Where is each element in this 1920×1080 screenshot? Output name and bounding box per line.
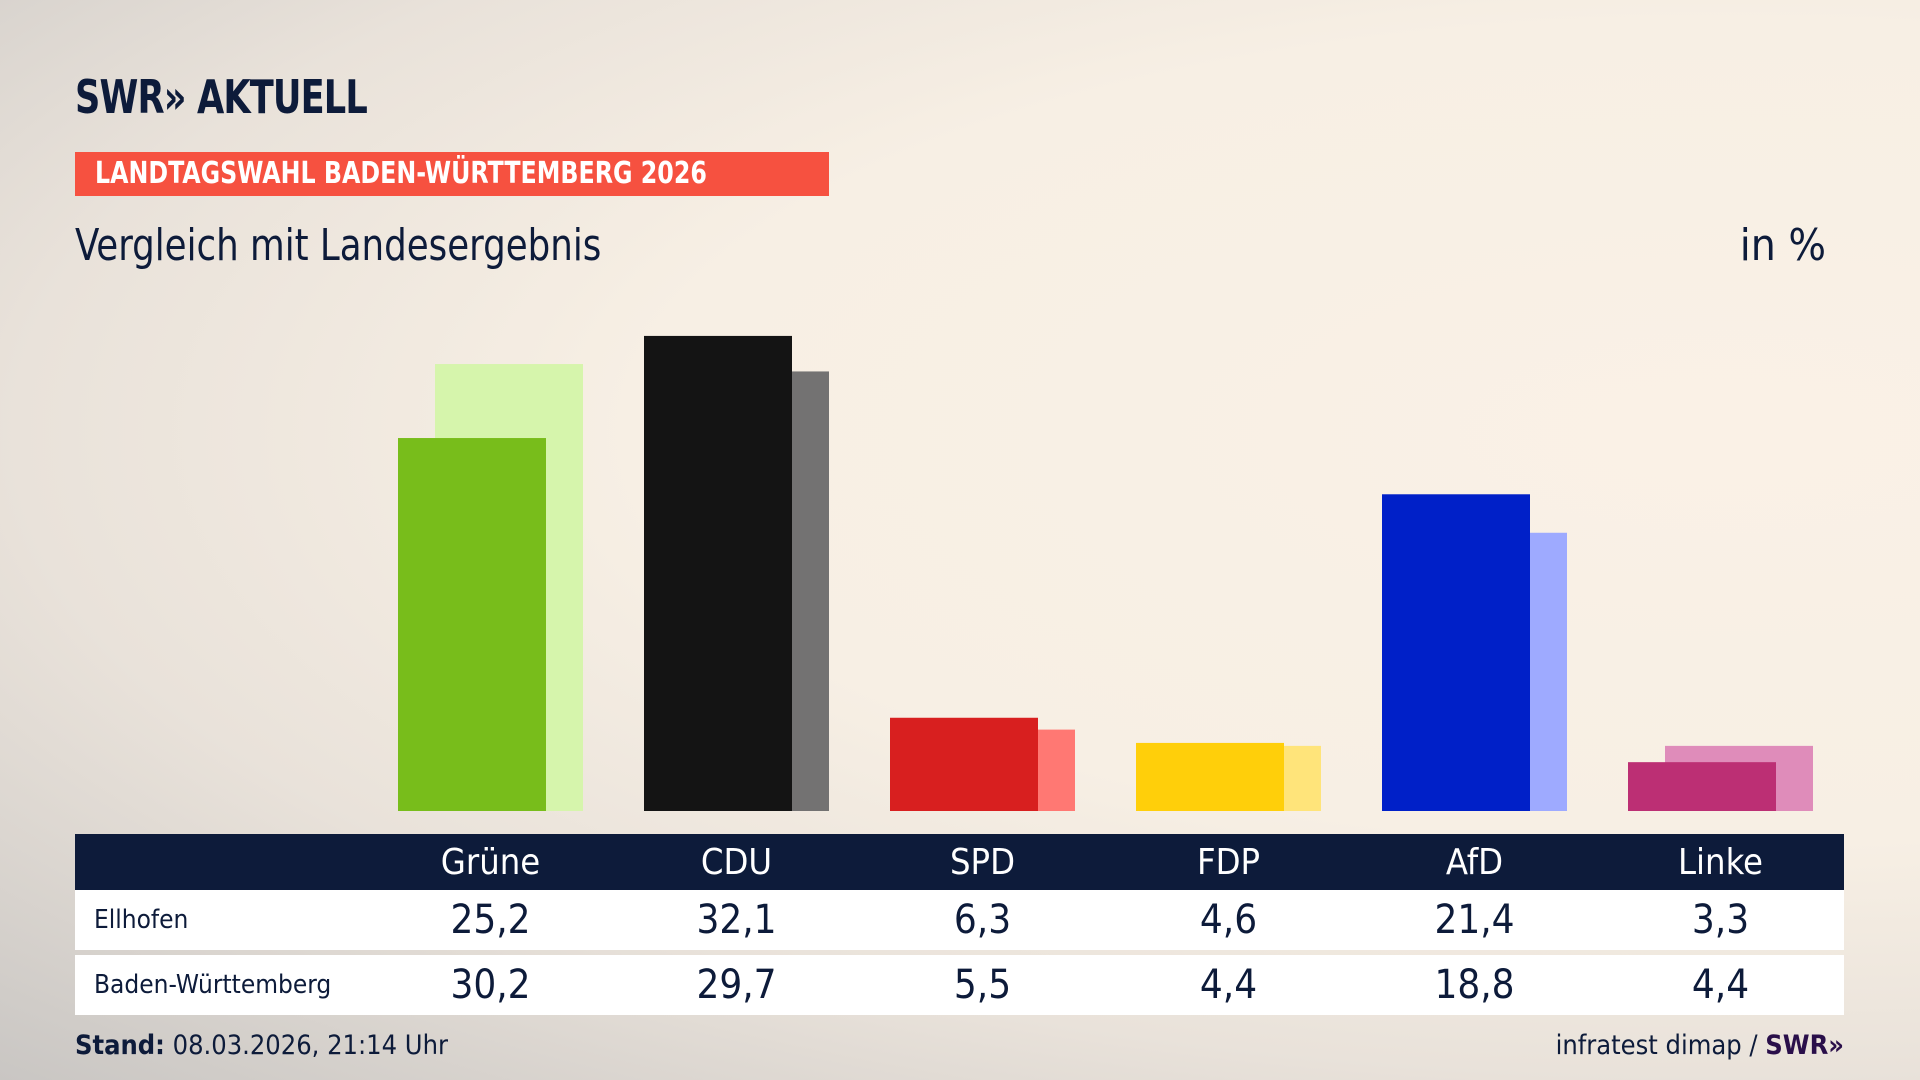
row-label: Baden-Württemberg <box>94 970 332 1000</box>
bar-ellhofen-cdu <box>644 335 792 811</box>
swr-logo: SWR» <box>1765 1030 1844 1061</box>
value-cell: 5,5 <box>953 962 1012 1008</box>
value-cell: 18,8 <box>1434 962 1515 1008</box>
bar-ellhofen-linke <box>1628 762 1776 811</box>
election-banner: LANDTAGSWAHL BADEN-WÜRTTEMBERG 2026 <box>75 152 829 196</box>
value-cell: 4,6 <box>1199 897 1258 943</box>
table-row: Baden-Württemberg 30,2 29,7 5,5 4,4 18,8 4,4 <box>75 955 1844 1015</box>
banner-text: LANDTAGSWAHL BADEN-WÜRTTEMBERG 2026 <box>95 156 707 191</box>
value-cell: 21,4 <box>1434 897 1515 943</box>
value-cell: 4,4 <box>1691 962 1750 1008</box>
bar-ellhofen-spd <box>890 717 1038 811</box>
table-header: Grüne CDU SPD FDP AfD Linke <box>75 834 1844 890</box>
value-cell: 30,2 <box>450 962 531 1008</box>
stand-value: 08.03.2026, 21:14 Uhr <box>172 1030 448 1061</box>
bar-ellhofen-afd <box>1382 494 1530 811</box>
swr-aktuell-logo: SWR» AKTUELL <box>75 70 368 124</box>
bar-chart <box>398 335 1813 811</box>
chart-subtitle: Vergleich mit Landesergebnis <box>75 220 602 271</box>
column-header-cdu: CDU <box>700 841 773 883</box>
value-cell: 4,4 <box>1199 962 1258 1008</box>
value-cell: 6,3 <box>953 897 1012 943</box>
value-cell: 3,3 <box>1691 897 1750 943</box>
source-text: infratest dimap / <box>1555 1030 1758 1061</box>
value-cell: 25,2 <box>450 897 531 943</box>
row-label: Ellhofen <box>94 905 189 935</box>
value-cell: 32,1 <box>696 897 777 943</box>
bar-ellhofen-fdp <box>1136 742 1284 811</box>
table-row: Ellhofen 25,2 32,1 6,3 4,6 21,4 3,3 <box>75 890 1844 950</box>
stand-label: Stand: <box>75 1030 165 1061</box>
column-header-afd: AfD <box>1445 841 1504 883</box>
unit-label: in % <box>1739 220 1826 271</box>
bar-ellhofen-grüne <box>398 438 546 811</box>
timestamp: Stand: 08.03.2026, 21:14 Uhr <box>75 1030 448 1061</box>
column-header-linke: Linke <box>1678 841 1763 883</box>
column-header-fdp: FDP <box>1196 841 1261 883</box>
source: infratest dimap / SWR» <box>1556 1030 1844 1061</box>
column-header-grüne: Grüne <box>440 841 541 883</box>
value-cell: 29,7 <box>696 962 777 1008</box>
column-header-spd: SPD <box>949 841 1016 883</box>
